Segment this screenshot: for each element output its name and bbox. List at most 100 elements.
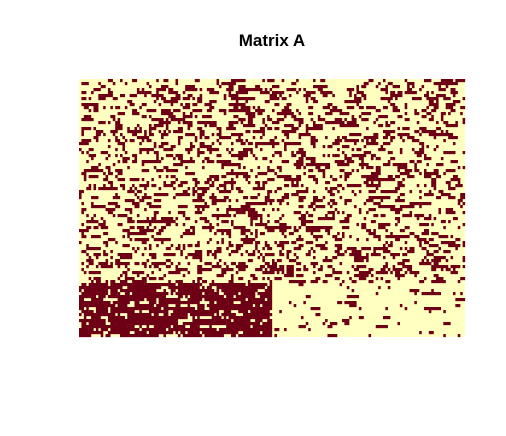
heatmap-cell	[310, 202, 316, 206]
heatmap-cell	[112, 238, 116, 242]
heatmap-cell	[209, 286, 212, 290]
heatmap-cell	[238, 157, 244, 161]
heatmap-cell	[397, 91, 403, 95]
heatmap-cell	[264, 88, 268, 92]
heatmap-cell	[354, 259, 364, 263]
heatmap-cell	[216, 313, 220, 317]
heatmap-cell	[421, 142, 425, 146]
heatmap-cell	[363, 97, 367, 101]
heatmap-cell	[170, 262, 174, 266]
heatmap-cell	[431, 178, 437, 182]
heatmap-cell	[214, 232, 217, 236]
heatmap-cell	[122, 271, 128, 275]
heatmap-cell	[368, 178, 376, 182]
heatmap-cell	[122, 148, 125, 152]
heatmap-cell	[308, 241, 314, 245]
heatmap-cell	[79, 295, 89, 299]
heatmap-cell	[305, 163, 316, 167]
heatmap-cell	[153, 124, 164, 128]
heatmap-cell	[382, 265, 388, 269]
heatmap-cell	[206, 250, 212, 254]
heatmap-cell	[286, 178, 294, 182]
heatmap-cell	[404, 265, 413, 269]
heatmap-cell	[250, 169, 253, 173]
heatmap-cell	[120, 154, 123, 158]
heatmap-cell	[194, 184, 198, 188]
heatmap-cell	[378, 82, 381, 86]
heatmap-cell	[373, 202, 379, 206]
heatmap-cell	[339, 283, 343, 287]
heatmap-cell	[141, 91, 145, 95]
heatmap-cell	[134, 79, 138, 83]
heatmap-cell	[428, 331, 434, 335]
heatmap-cell	[320, 124, 323, 128]
heatmap-cell	[250, 202, 263, 206]
heatmap-cell	[187, 94, 193, 98]
heatmap-cell	[450, 256, 454, 260]
heatmap-cell	[399, 268, 403, 272]
heatmap-cell	[421, 130, 425, 134]
heatmap-cell	[426, 112, 432, 116]
heatmap-cell	[214, 253, 217, 257]
heatmap-cell	[433, 259, 437, 263]
heatmap-cell	[346, 124, 359, 128]
heatmap-cell	[339, 124, 347, 128]
heatmap-cell	[192, 256, 195, 260]
heatmap-cell	[443, 310, 446, 314]
heatmap-cell	[163, 328, 166, 332]
heatmap-cell	[226, 88, 234, 92]
heatmap-cell	[204, 220, 208, 224]
heatmap-cell	[230, 334, 234, 338]
heatmap-cell	[279, 268, 285, 272]
heatmap-cell	[221, 82, 227, 86]
heatmap-cell	[100, 85, 106, 89]
heatmap-cell	[395, 163, 403, 167]
heatmap-cell	[313, 127, 323, 131]
heatmap-cell	[122, 322, 125, 326]
heatmap-cell	[144, 247, 147, 251]
heatmap-cell	[332, 271, 343, 275]
heatmap-cell	[124, 208, 128, 212]
heatmap-cell	[81, 232, 84, 236]
heatmap-cell	[107, 331, 111, 335]
heatmap-cell	[127, 190, 135, 194]
heatmap-cell	[440, 193, 449, 197]
heatmap-cell	[293, 178, 302, 182]
heatmap-cell	[182, 181, 188, 185]
heatmap-cell	[322, 94, 328, 98]
heatmap-cell	[95, 220, 99, 224]
heatmap-cell	[218, 259, 222, 263]
heatmap-cell	[95, 256, 99, 260]
heatmap-cell	[457, 334, 461, 338]
heatmap-cell	[339, 244, 343, 248]
heatmap-cell	[115, 169, 123, 173]
heatmap-cell	[344, 118, 347, 122]
heatmap-cell	[264, 262, 270, 266]
heatmap-cell	[332, 127, 335, 131]
heatmap-cell	[385, 91, 388, 95]
heatmap-cell	[173, 289, 176, 293]
heatmap-cell	[110, 328, 135, 332]
heatmap-cell	[366, 238, 369, 242]
heatmap-cell	[332, 268, 335, 272]
heatmap-cell	[274, 220, 280, 224]
heatmap-cell	[230, 97, 256, 101]
heatmap-cell	[204, 124, 208, 128]
heatmap-cell	[187, 124, 193, 128]
heatmap-cell	[262, 247, 265, 251]
heatmap-cell	[168, 325, 171, 329]
heatmap-cell	[390, 91, 393, 95]
heatmap-cell	[127, 157, 130, 161]
heatmap-cell	[305, 226, 331, 230]
heatmap-cell	[141, 115, 145, 119]
heatmap-cell	[170, 175, 174, 179]
heatmap-cell	[450, 178, 461, 182]
heatmap-cell	[436, 100, 439, 104]
heatmap-cell	[310, 247, 314, 251]
heatmap-cell	[452, 292, 456, 296]
heatmap-cell	[148, 205, 152, 209]
heatmap-cell	[358, 307, 362, 311]
heatmap-cell	[199, 217, 208, 221]
heatmap-cell	[279, 229, 285, 233]
heatmap-cell	[117, 292, 121, 296]
